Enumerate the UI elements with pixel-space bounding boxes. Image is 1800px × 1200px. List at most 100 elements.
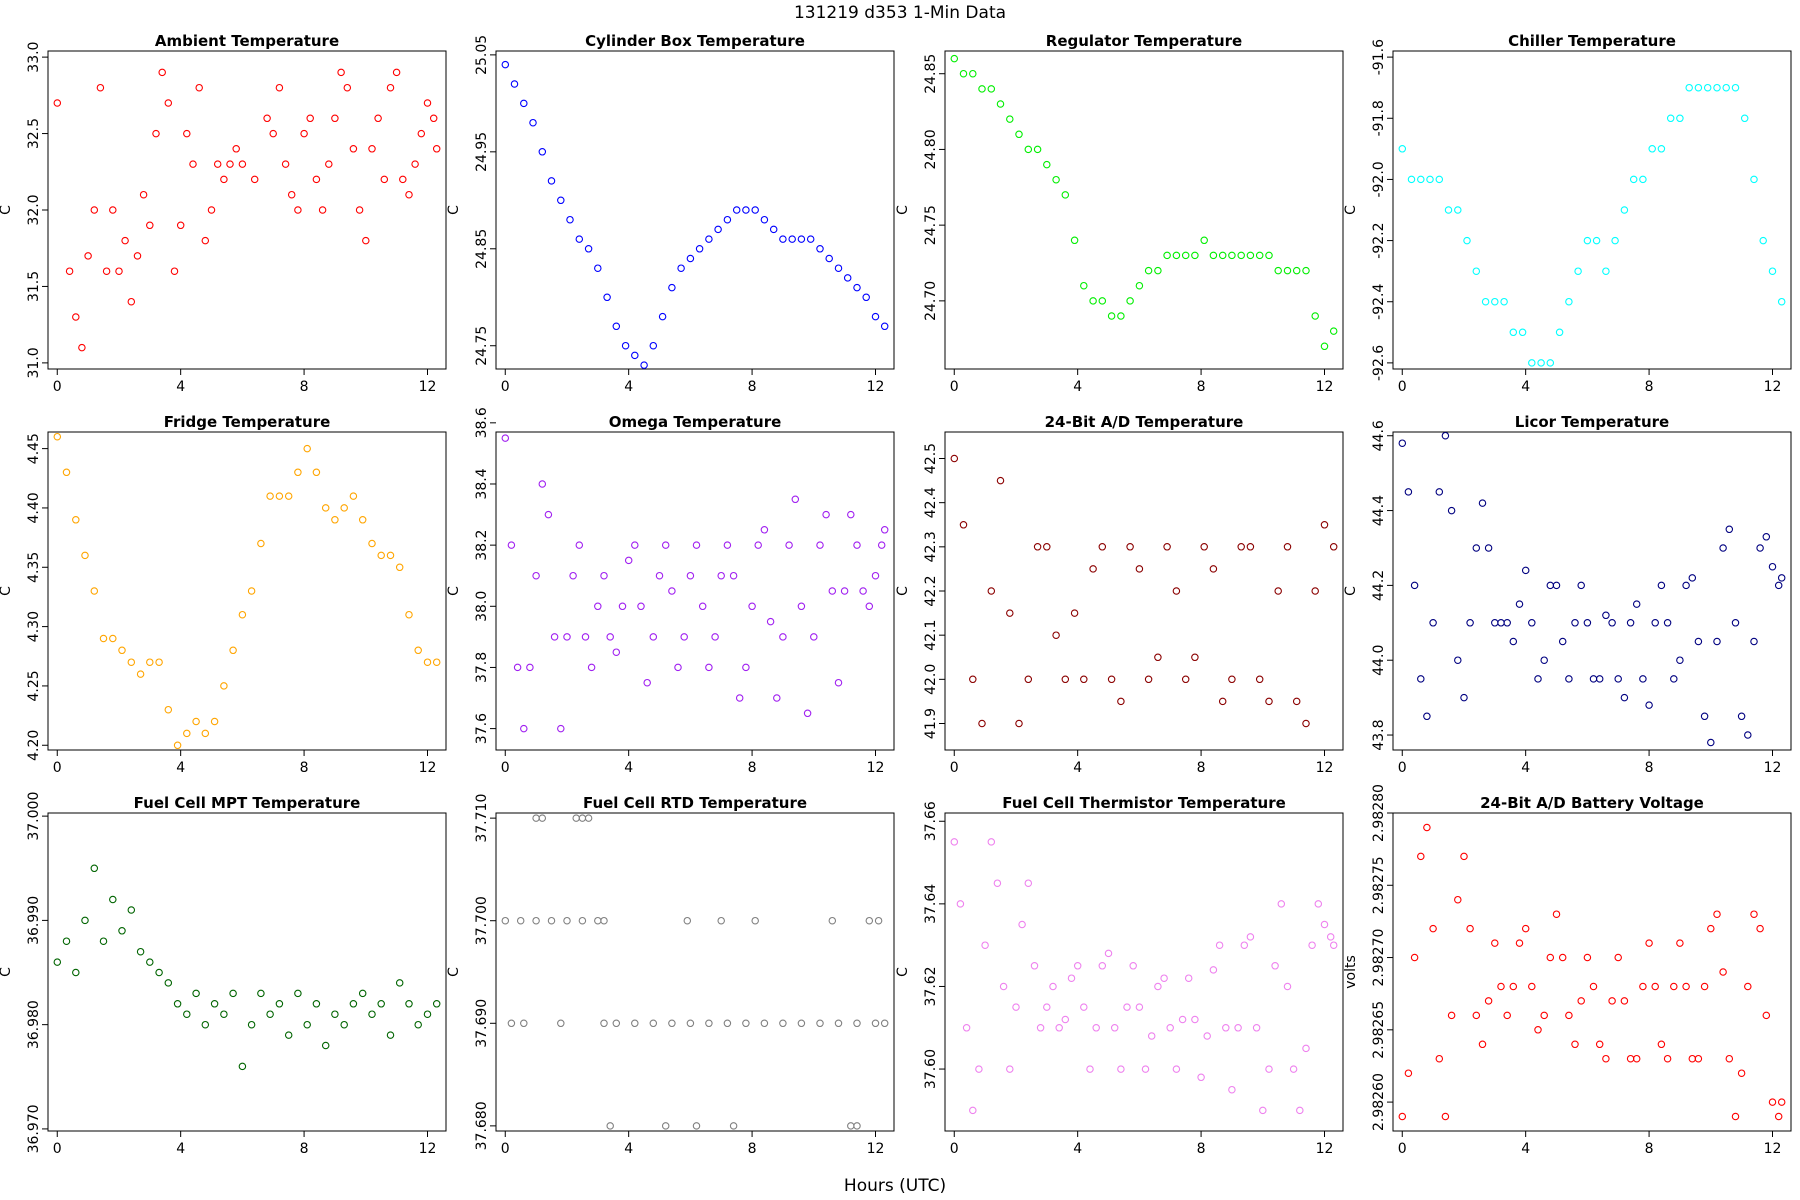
panel-11-xtick-label: 0 <box>950 1141 959 1157</box>
panel-8-point <box>1540 656 1548 664</box>
panel-9-point <box>210 1000 219 1008</box>
panel-6-point <box>754 541 762 549</box>
panel-7-point <box>1283 543 1292 551</box>
panel-12-point <box>1657 1040 1666 1049</box>
panel-5-point <box>257 539 265 548</box>
panel-1-point <box>318 206 327 214</box>
panel-5-point <box>146 658 154 666</box>
panel-9-point <box>247 1020 256 1029</box>
panel-2-point <box>649 341 658 350</box>
panel-5-point <box>405 610 413 619</box>
panel-5-point <box>72 516 80 524</box>
panel-12-point <box>1528 982 1536 991</box>
panel-10-point <box>853 1019 861 1028</box>
panel-2-point <box>714 225 722 234</box>
panel-11-point <box>1197 1073 1205 1082</box>
panel-8-point <box>1478 499 1487 507</box>
panel-10-point <box>538 814 547 822</box>
panel-4-ytick-label: -92.2 <box>1371 222 1387 258</box>
panel-11-point <box>1018 920 1026 929</box>
panel-4-point <box>1759 236 1767 245</box>
panel-6-point <box>606 633 614 641</box>
panel-7-ytick-label: 41.9 <box>923 708 939 739</box>
panel-10-xtick-label: 0 <box>501 1141 510 1157</box>
panel-11-point <box>1110 1024 1119 1032</box>
panel-1-point <box>84 252 92 260</box>
panel-9-xtick-label: 0 <box>53 1141 62 1157</box>
panel-12-point <box>1552 910 1561 918</box>
panel-3-point <box>1311 312 1319 320</box>
panel-11-point <box>993 879 1002 887</box>
panel-11-title: Fuel Cell Thermistor Temperature <box>1002 794 1286 812</box>
panel-1-point <box>263 114 271 123</box>
panel-3-point <box>1163 251 1171 260</box>
panel-10-point <box>705 1019 713 1028</box>
panel-4-ytick-label: -91.8 <box>1371 100 1387 136</box>
panel-3-point <box>1015 130 1023 139</box>
panel-7-point <box>1172 587 1181 595</box>
panel-1-ytick-label: 32.0 <box>26 194 42 225</box>
panel-1-point <box>72 313 80 321</box>
panel-2-point <box>779 235 787 243</box>
panel-7-points <box>950 454 1338 728</box>
panel-1-point <box>432 145 441 153</box>
panel-10-point <box>606 1122 614 1130</box>
panel-12-ytick-label: 2.98260 <box>1371 1073 1387 1131</box>
panel-7-xtick-label: 4 <box>1073 760 1082 776</box>
panel-11: Fuel Cell Thermistor Temperature 0 4 8 12 37.… <box>895 794 1344 1157</box>
panel-12-point <box>1460 852 1468 861</box>
panel-10-point <box>547 916 556 925</box>
panel-8-point <box>1454 656 1462 664</box>
panel-5-ylabel: C <box>0 586 14 596</box>
panel-1-xtick-label: 12 <box>419 379 437 395</box>
panel-6-point <box>880 526 889 534</box>
panel-9-point <box>284 1031 293 1039</box>
panel-9-point <box>303 1020 311 1029</box>
panel-8-title: Licor Temperature <box>1515 413 1669 431</box>
panel-12-point <box>1454 895 1462 904</box>
panel-5-point <box>173 741 182 750</box>
panel-1-point <box>220 175 228 184</box>
panel-12-point <box>1423 823 1431 832</box>
panel-12-point <box>1626 1054 1635 1063</box>
panel-12: 24-Bit A/D Battery Voltage 0 4 8 12 2.98260 2.… <box>1343 784 1792 1157</box>
panel-4-xtick-label: 8 <box>1645 379 1654 395</box>
panel-7-point <box>1302 719 1310 728</box>
panel-5-title: Fridge Temperature <box>164 413 331 431</box>
panel-9-point <box>72 968 80 977</box>
panel-9-point <box>173 1000 182 1008</box>
panel-6-point <box>847 510 855 519</box>
panel-12-point <box>1719 968 1727 976</box>
panel-4-point <box>1565 297 1573 306</box>
panel-8-point <box>1756 544 1764 552</box>
panel-4-point <box>1537 359 1545 367</box>
panel-8-point <box>1417 675 1425 683</box>
panel-12-point <box>1534 1026 1542 1034</box>
panel-3-point <box>1274 266 1282 275</box>
panel-11-point <box>1329 941 1338 949</box>
panel-1-point <box>139 190 148 199</box>
panel-4-frame <box>1392 50 1792 370</box>
panel-7-point <box>1080 675 1088 684</box>
panel-12-frame <box>1392 812 1792 1132</box>
panel-8-point <box>1534 675 1542 683</box>
panel-6-point <box>569 571 577 580</box>
panel-8-point <box>1707 738 1715 747</box>
figure-title: 131219 d353 1-Min Data <box>794 3 1006 23</box>
panel-4-title: Chiller Temperature <box>1508 32 1676 50</box>
panel-6: Omega Temperature 0 4 8 12 37.6 37.8 38.0 38.2 38… <box>446 407 895 776</box>
panel-4-point <box>1750 175 1758 184</box>
panel-8-point <box>1583 619 1592 627</box>
panel-2-point <box>862 293 870 302</box>
panel-6-ytick-label: 38.4 <box>474 468 490 499</box>
panel-10-point <box>557 1019 565 1028</box>
panel-4-point <box>1398 145 1407 153</box>
panel-8-xtick-label: 4 <box>1521 760 1530 776</box>
panel-9-point <box>220 1010 228 1018</box>
panel-7-point <box>1154 653 1162 662</box>
panel-4-point <box>1555 328 1564 337</box>
panel-12-point <box>1725 1054 1734 1063</box>
panel-9-point <box>368 1010 376 1018</box>
panel-10-frame <box>495 812 895 1132</box>
panel-11-xtick-label: 8 <box>1197 1141 1206 1157</box>
